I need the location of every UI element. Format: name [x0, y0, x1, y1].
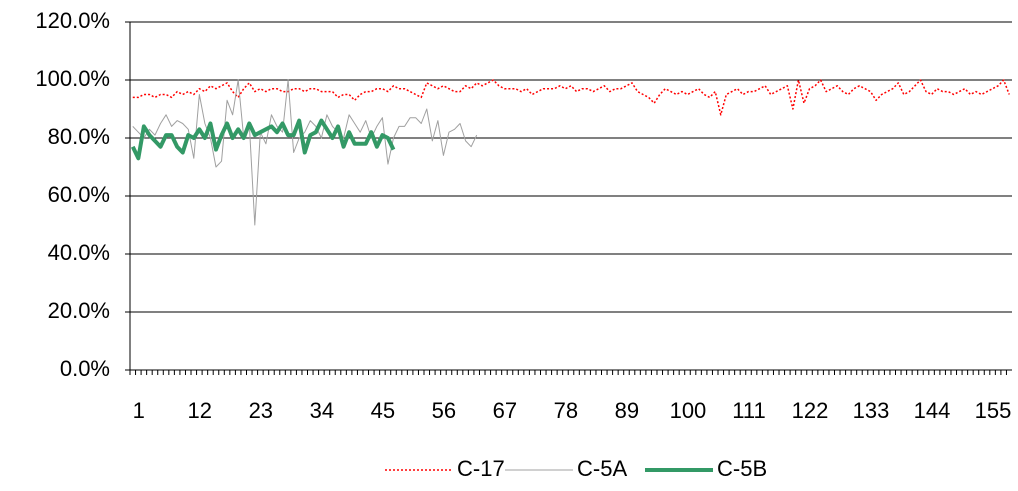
- series-line: [130, 118, 396, 161]
- x-tick-label: 78: [554, 398, 578, 423]
- x-tick-label: 34: [310, 398, 334, 423]
- y-tick-label: 120.0%: [35, 8, 110, 33]
- x-tick-label: 155: [975, 398, 1012, 423]
- x-tick-label: 23: [249, 398, 273, 423]
- x-tick-label: 122: [792, 398, 829, 423]
- series-line: [132, 79, 1010, 116]
- x-tick-label: 12: [188, 398, 212, 423]
- x-tick-label: 100: [670, 398, 707, 423]
- x-tick-label: 45: [371, 398, 395, 423]
- y-tick-label: 20.0%: [48, 298, 110, 323]
- x-tick-label: 56: [432, 398, 456, 423]
- legend-label: C-17: [457, 456, 505, 481]
- y-tick-label: 80.0%: [48, 124, 110, 149]
- x-tick-label: 133: [853, 398, 890, 423]
- y-tick-label: 0.0%: [60, 356, 110, 381]
- legend-label: C-5B: [717, 456, 767, 481]
- x-tick-label: 89: [615, 398, 639, 423]
- x-tick-label: 144: [914, 398, 951, 423]
- y-tick-label: 100.0%: [35, 66, 110, 91]
- legend-label: C-5A: [577, 456, 627, 481]
- x-tick-label: 67: [493, 398, 517, 423]
- x-tick-label: 1: [133, 398, 145, 423]
- y-tick-label: 40.0%: [48, 240, 110, 265]
- x-tick-label: 111: [732, 398, 765, 423]
- series-line: [132, 79, 478, 226]
- y-tick-label: 60.0%: [48, 182, 110, 207]
